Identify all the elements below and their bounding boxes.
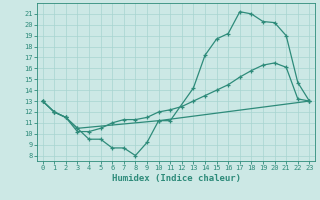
- X-axis label: Humidex (Indice chaleur): Humidex (Indice chaleur): [111, 174, 241, 183]
